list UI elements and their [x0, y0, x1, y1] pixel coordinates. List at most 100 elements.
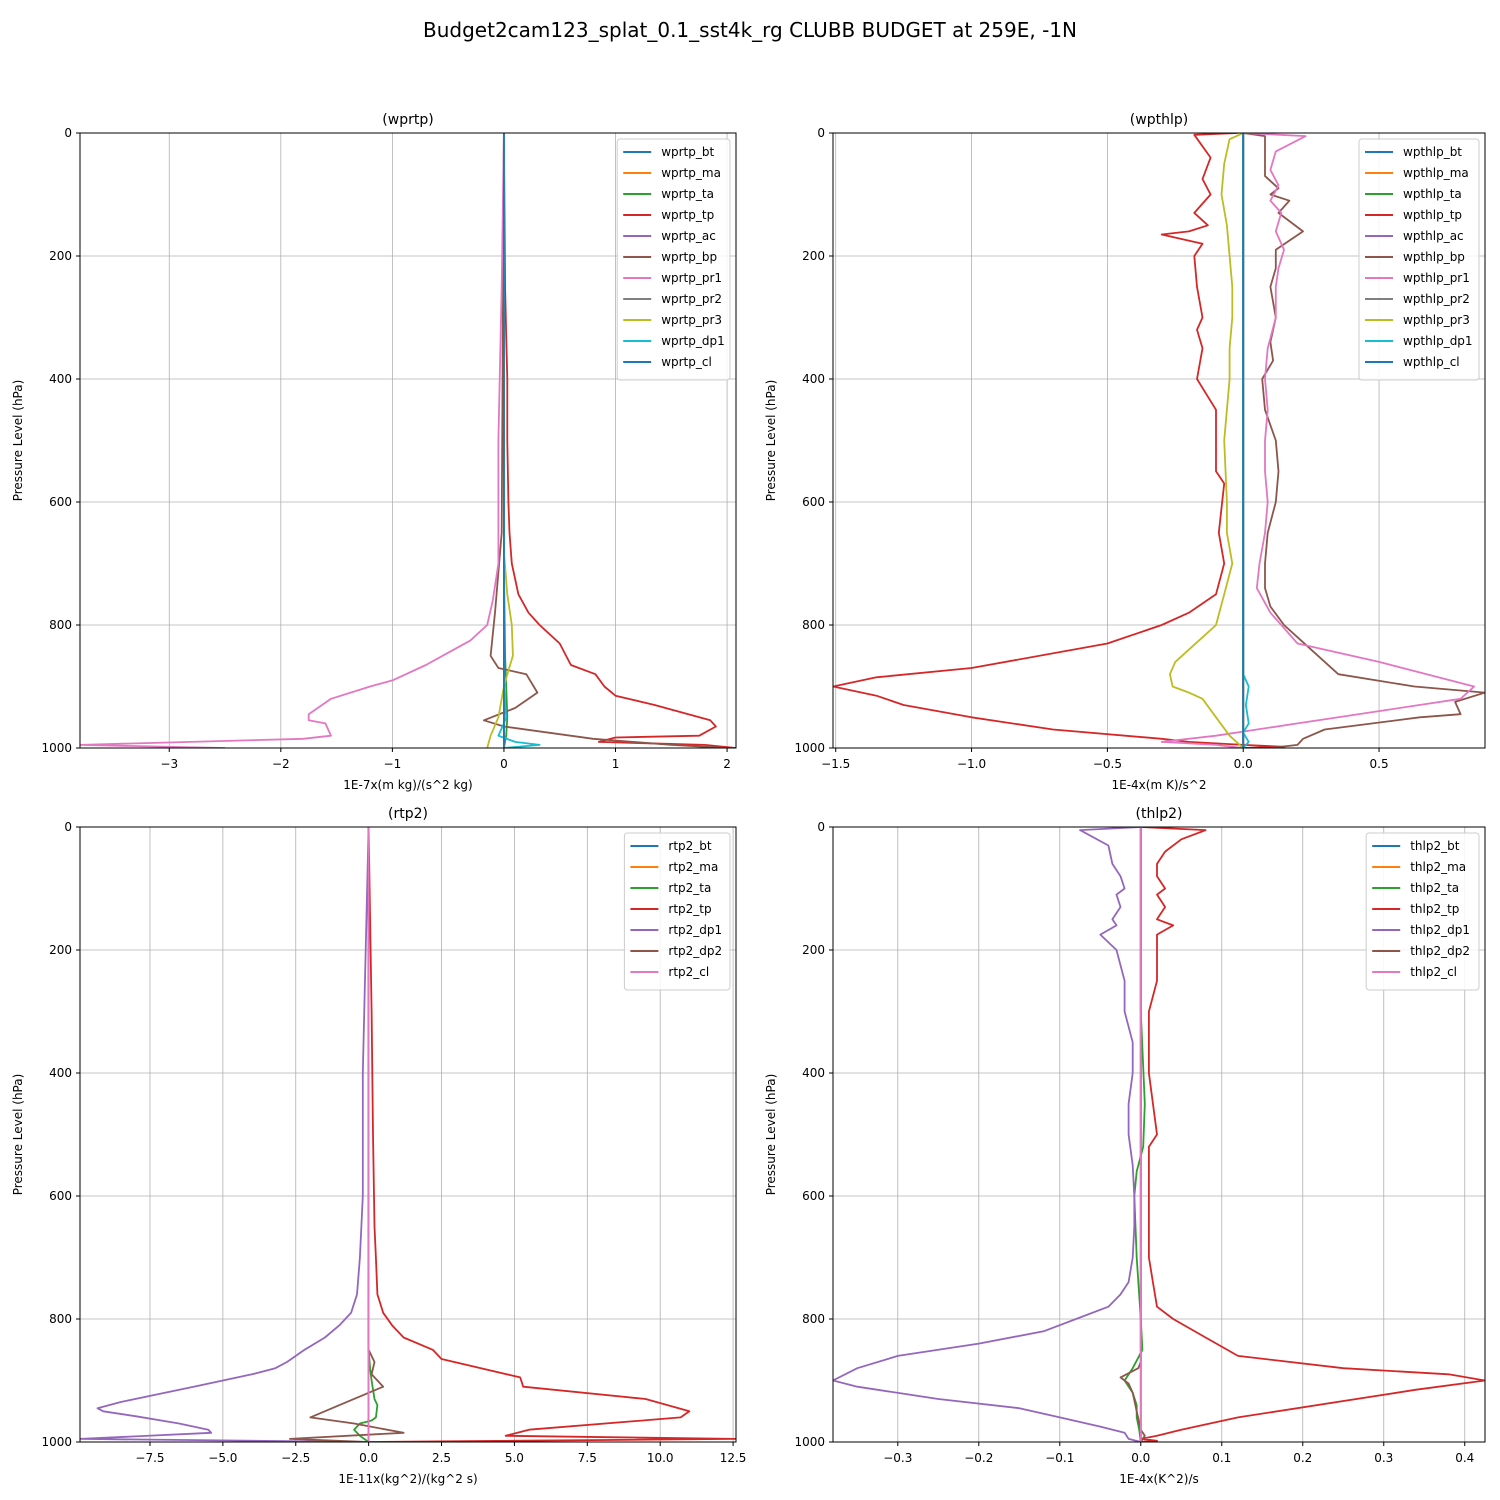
y-tick-label: 800: [802, 618, 825, 632]
x-tick-label: 0.0: [1234, 757, 1253, 771]
x-tick-label: −1.0: [957, 757, 986, 771]
x-tick-label: −1: [384, 757, 402, 771]
series-group: [80, 133, 736, 748]
legend-label: rtp2_dp2: [668, 944, 722, 958]
y-tick-label: 800: [802, 1312, 825, 1326]
legend-label: wpthlp_pr2: [1403, 292, 1470, 306]
legend-label: rtp2_dp1: [668, 923, 722, 937]
legend-label: thlp2_bt: [1410, 839, 1460, 853]
series-line-wprtp_tp: [503, 133, 736, 748]
x-axis-label: 1E-11x(kg^2)/(kg^2 s): [338, 1472, 477, 1486]
legend-label: rtp2_ma: [668, 860, 718, 874]
y-tick-label: 1000: [41, 1435, 72, 1449]
y-tick-label: 0: [817, 820, 825, 834]
x-tick-label: −0.3: [883, 1451, 912, 1465]
x-tick-label: 2.5: [432, 1451, 451, 1465]
y-tick-label: 1000: [794, 1435, 825, 1449]
figure-title: Budget2cam123_splat_0.1_sst4k_rg CLUBB B…: [423, 18, 1077, 42]
x-axis-label: 1E-4x(K^2)/s: [1119, 1472, 1199, 1486]
y-axis-label: Pressure Level (hPa): [764, 380, 778, 502]
x-tick-label: −2: [272, 757, 290, 771]
x-tick-label: 1: [612, 757, 620, 771]
x-tick-label: −0.5: [1093, 757, 1122, 771]
legend-label: wpthlp_bt: [1403, 145, 1462, 159]
series-line-wpthlp_pr1: [1160, 133, 1475, 748]
x-tick-label: 10.0: [647, 1451, 674, 1465]
subplot-title: (thlp2): [1136, 806, 1183, 822]
x-tick-label: 5.0: [505, 1451, 524, 1465]
x-tick-label: 0.0: [1131, 1451, 1150, 1465]
y-tick-label: 800: [49, 1312, 72, 1326]
subplot-3: −7.5 −5.0 −2.5 0.0 2.5 5.0 7.5 10.0 12.5 0 200 400 6…: [11, 806, 746, 1486]
x-tick-label: 0.3: [1374, 1451, 1393, 1465]
y-tick-label: 200: [49, 943, 72, 957]
axes-frame: [79, 132, 737, 749]
x-axis-label: 1E-4x(m K)/s^2: [1111, 778, 1206, 792]
y-tick-label: 0: [817, 126, 825, 140]
legend-label: wpthlp_pr1: [1403, 271, 1470, 285]
series-line-rtp2_tp: [367, 827, 736, 1442]
y-axis-label: Pressure Level (hPa): [764, 1074, 778, 1196]
x-tick-label: 0.0: [359, 1451, 378, 1465]
series-line-wpthlp_tp: [833, 133, 1285, 748]
legend-label: wprtp_pr1: [661, 271, 722, 285]
legend-label: wpthlp_ma: [1403, 166, 1469, 180]
series-line-rtp2_ta: [353, 827, 379, 1442]
legend-label: wprtp_bt: [661, 145, 714, 159]
x-axis-label: 1E-7x(m kg)/(s^2 kg): [343, 778, 472, 792]
legend: rtp2_bt rtp2_ma rtp2_ta rtp2_tp rtp2_dp1 rtp2…: [623, 832, 731, 991]
legend-label: rtp2_cl: [668, 965, 709, 979]
legend-label: wpthlp_tp: [1403, 208, 1462, 222]
legend-label: wpthlp_bp: [1403, 250, 1465, 264]
legend-label: thlp2_ta: [1410, 881, 1459, 895]
y-tick-label: 200: [802, 249, 825, 263]
x-tick-label: 0: [500, 757, 508, 771]
legend-label: wprtp_pr2: [661, 292, 722, 306]
y-tick-label: 200: [49, 249, 72, 263]
legend-label: wprtp_dp1: [661, 334, 725, 348]
x-tick-label: −5.0: [208, 1451, 237, 1465]
x-tick-label: −2.5: [281, 1451, 310, 1465]
y-axis-label: Pressure Level (hPa): [11, 1074, 25, 1196]
series-line-wprtp_bp: [482, 133, 728, 748]
series-line-wpthlp_dp1: [1242, 133, 1250, 748]
axes-frame: [832, 826, 1486, 1443]
legend-label: thlp2_ma: [1410, 860, 1466, 874]
x-tick-label: −7.5: [135, 1451, 164, 1465]
y-tick-label: 0: [64, 126, 72, 140]
legend: thlp2_bt thlp2_ma thlp2_ta thlp2_tp thlp2_dp…: [1365, 832, 1480, 991]
series-group: [833, 827, 1485, 1442]
y-tick-label: 400: [49, 372, 72, 386]
x-tick-label: −3: [160, 757, 178, 771]
series-group: [833, 133, 1485, 748]
legend-label: wprtp_ma: [661, 166, 721, 180]
legend: wprtp_bt wprtp_ma wprtp_ta wprtp_tp wprtp_ac…: [616, 138, 731, 381]
y-tick-label: 600: [802, 1189, 825, 1203]
series-line-thlp2_tp: [1139, 827, 1485, 1442]
x-tick-label: −0.2: [964, 1451, 993, 1465]
series-group: [80, 827, 736, 1442]
y-tick-label: 600: [49, 1189, 72, 1203]
x-tick-label: 7.5: [578, 1451, 597, 1465]
x-tick-label: 0.2: [1293, 1451, 1312, 1465]
series-line-wprtp_pr1: [80, 133, 505, 748]
legend-label: wpthlp_cl: [1403, 355, 1460, 369]
legend-label: wpthlp_dp1: [1403, 334, 1473, 348]
legend-label: wprtp_ta: [661, 187, 714, 201]
y-tick-label: 800: [49, 618, 72, 632]
x-tick-label: 12.5: [720, 1451, 747, 1465]
legend-label: wpthlp_pr3: [1403, 313, 1470, 327]
legend: wpthlp_bt wpthlp_ma wpthlp_ta wpthlp_tpwpth…: [1358, 138, 1480, 381]
legend-label: wprtp_cl: [661, 355, 712, 369]
subplot-1: −3 −2 −1 0 1 2 0 200 400 600 800 1000 (wprtp) 1E-7x(m…: [11, 112, 737, 792]
subplot-4: −0.3 −0.2 −0.1 0.0 0.1 0.2 0.3 0.4 0 200 400 600 800…: [764, 806, 1486, 1486]
x-tick-label: −1.5: [821, 757, 850, 771]
x-tick-label: 0.4: [1455, 1451, 1474, 1465]
subplot-title: (wpthlp): [1130, 112, 1188, 128]
y-tick-label: 1000: [41, 741, 72, 755]
x-tick-label: 0.1: [1212, 1451, 1231, 1465]
legend-label: thlp2_tp: [1410, 902, 1459, 916]
legend-label: wpthlp_ta: [1403, 187, 1462, 201]
legend-label: thlp2_cl: [1410, 965, 1457, 979]
series-line-thlp2_dp1: [833, 827, 1142, 1442]
